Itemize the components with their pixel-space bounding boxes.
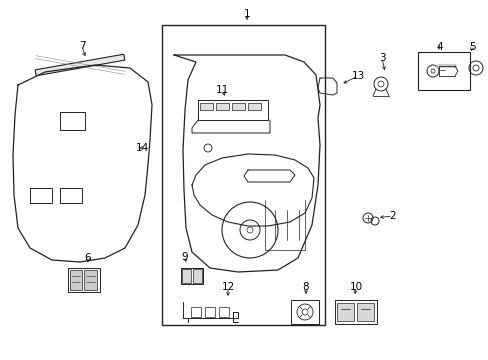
Bar bbox=[70, 270, 82, 290]
Text: 5: 5 bbox=[468, 42, 474, 52]
Text: 4: 4 bbox=[436, 42, 443, 52]
Text: 6: 6 bbox=[84, 253, 91, 263]
Bar bbox=[30, 188, 52, 203]
Bar bbox=[191, 307, 201, 317]
Bar bbox=[336, 303, 353, 321]
Text: 10: 10 bbox=[349, 282, 362, 292]
Text: 3: 3 bbox=[378, 53, 385, 63]
Text: 13: 13 bbox=[351, 71, 364, 81]
Bar bbox=[68, 268, 100, 292]
Bar bbox=[356, 303, 373, 321]
Text: 12: 12 bbox=[221, 282, 234, 292]
Bar bbox=[204, 307, 215, 317]
Bar bbox=[182, 269, 191, 283]
Bar bbox=[247, 103, 261, 110]
Bar bbox=[231, 103, 244, 110]
Text: 1: 1 bbox=[243, 9, 250, 19]
Text: 9: 9 bbox=[182, 252, 188, 262]
Bar bbox=[181, 268, 203, 284]
Text: 14: 14 bbox=[135, 143, 148, 153]
Bar bbox=[193, 269, 202, 283]
Bar bbox=[219, 307, 228, 317]
Bar bbox=[334, 300, 376, 324]
Bar bbox=[198, 100, 267, 120]
Bar bbox=[60, 112, 85, 130]
FancyBboxPatch shape bbox=[35, 54, 124, 76]
Bar bbox=[216, 103, 228, 110]
Bar bbox=[84, 270, 97, 290]
Text: 7: 7 bbox=[79, 41, 85, 51]
Bar bbox=[200, 103, 213, 110]
Text: 2: 2 bbox=[389, 211, 395, 221]
Text: 11: 11 bbox=[215, 85, 228, 95]
Bar bbox=[162, 25, 325, 325]
Bar bbox=[290, 300, 318, 324]
Bar bbox=[417, 52, 469, 90]
Text: 8: 8 bbox=[302, 282, 309, 292]
Bar bbox=[60, 188, 82, 203]
